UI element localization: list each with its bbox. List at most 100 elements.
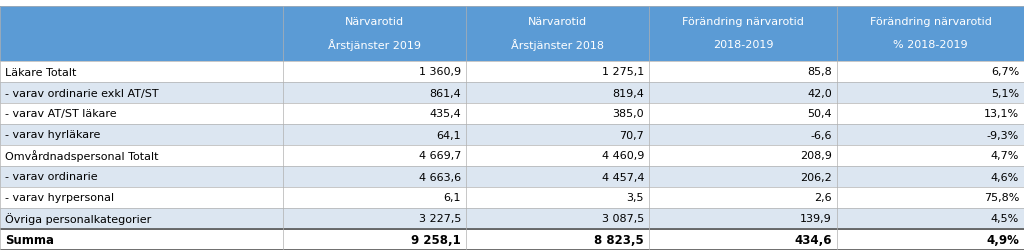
Bar	[466, 146, 649, 166]
Bar	[0, 62, 283, 83]
Bar	[837, 146, 1024, 166]
Bar	[466, 166, 649, 187]
Bar	[283, 208, 466, 229]
Text: 5,1%: 5,1%	[991, 88, 1019, 98]
Bar	[837, 104, 1024, 124]
Bar	[283, 83, 466, 103]
Text: Närvarotid: Närvarotid	[345, 17, 404, 27]
Bar	[0, 229, 283, 250]
Text: 6,1: 6,1	[443, 193, 461, 203]
Bar	[649, 229, 837, 250]
Bar	[649, 124, 837, 146]
Text: 434,6: 434,6	[795, 233, 831, 246]
Bar	[0, 146, 283, 166]
Bar	[649, 7, 837, 62]
Text: 4,5%: 4,5%	[991, 214, 1019, 224]
Bar	[837, 124, 1024, 146]
Text: 8 823,5: 8 823,5	[594, 233, 644, 246]
Bar	[283, 187, 466, 208]
Text: 4 460,9: 4 460,9	[602, 151, 644, 161]
Text: 4 663,6: 4 663,6	[419, 172, 461, 182]
Text: 3 227,5: 3 227,5	[419, 214, 461, 224]
Text: 50,4: 50,4	[807, 109, 831, 119]
Text: 385,0: 385,0	[612, 109, 644, 119]
Bar	[837, 166, 1024, 187]
Text: Årstjänster 2018: Årstjänster 2018	[511, 40, 604, 51]
Text: 3,5: 3,5	[627, 193, 644, 203]
Bar	[837, 208, 1024, 229]
Text: 208,9: 208,9	[800, 151, 831, 161]
Text: 1 360,9: 1 360,9	[419, 67, 461, 77]
Text: - varav hyrläkare: - varav hyrläkare	[5, 130, 100, 140]
Bar	[283, 104, 466, 124]
Bar	[649, 146, 837, 166]
Text: Förändring närvarotid: Förändring närvarotid	[869, 17, 991, 27]
Text: 206,2: 206,2	[800, 172, 831, 182]
Text: 6,7%: 6,7%	[991, 67, 1019, 77]
Text: -6,6: -6,6	[811, 130, 831, 140]
Text: 4,9%: 4,9%	[986, 233, 1019, 246]
Text: 139,9: 139,9	[800, 214, 831, 224]
Text: 4,6%: 4,6%	[991, 172, 1019, 182]
Bar	[649, 83, 837, 103]
Text: 3 087,5: 3 087,5	[602, 214, 644, 224]
Text: 2,6: 2,6	[814, 193, 831, 203]
Bar	[466, 83, 649, 103]
Bar	[466, 208, 649, 229]
Bar	[466, 124, 649, 146]
Text: Övriga personalkategorier: Övriga personalkategorier	[5, 213, 152, 224]
Bar	[649, 187, 837, 208]
Text: 85,8: 85,8	[807, 67, 831, 77]
Bar	[0, 187, 283, 208]
Bar	[649, 62, 837, 83]
Bar	[649, 104, 837, 124]
Text: Närvarotid: Närvarotid	[528, 17, 587, 27]
Bar	[0, 7, 283, 62]
Text: 9 258,1: 9 258,1	[412, 233, 461, 246]
Bar	[283, 7, 466, 62]
Bar	[466, 7, 649, 62]
Text: 4 669,7: 4 669,7	[419, 151, 461, 161]
Bar	[283, 166, 466, 187]
Text: - varav hyrpersonal: - varav hyrpersonal	[5, 193, 114, 203]
Bar	[837, 7, 1024, 62]
Text: Förändring närvarotid: Förändring närvarotid	[682, 17, 804, 27]
Bar	[837, 187, 1024, 208]
Text: 861,4: 861,4	[429, 88, 461, 98]
Text: 2018-2019: 2018-2019	[713, 40, 773, 50]
Text: Summa: Summa	[5, 233, 54, 246]
Text: Årstjänster 2019: Årstjänster 2019	[328, 40, 421, 51]
Text: -9,3%: -9,3%	[987, 130, 1019, 140]
Text: % 2018-2019: % 2018-2019	[893, 40, 968, 50]
Bar	[0, 83, 283, 103]
Bar	[837, 229, 1024, 250]
Bar	[649, 208, 837, 229]
Bar	[466, 187, 649, 208]
Text: 1 275,1: 1 275,1	[602, 67, 644, 77]
Text: - varav ordinarie: - varav ordinarie	[5, 172, 97, 182]
Text: 42,0: 42,0	[807, 88, 831, 98]
Bar	[283, 124, 466, 146]
Text: 435,4: 435,4	[429, 109, 461, 119]
Text: 4 457,4: 4 457,4	[601, 172, 644, 182]
Bar	[0, 208, 283, 229]
Bar	[837, 83, 1024, 103]
Bar	[466, 229, 649, 250]
Bar	[283, 229, 466, 250]
Text: Läkare Totalt: Läkare Totalt	[5, 67, 77, 77]
Bar	[283, 62, 466, 83]
Text: - varav ordinarie exkl AT/ST: - varav ordinarie exkl AT/ST	[5, 88, 159, 98]
Text: 64,1: 64,1	[436, 130, 461, 140]
Bar	[283, 146, 466, 166]
Bar	[837, 62, 1024, 83]
Bar	[649, 166, 837, 187]
Text: 4,7%: 4,7%	[990, 151, 1019, 161]
Text: 70,7: 70,7	[620, 130, 644, 140]
Bar	[0, 124, 283, 146]
Text: Omvårdnadspersonal Totalt: Omvårdnadspersonal Totalt	[5, 150, 159, 162]
Text: - varav AT/ST läkare: - varav AT/ST läkare	[5, 109, 117, 119]
Text: 819,4: 819,4	[612, 88, 644, 98]
Bar	[466, 62, 649, 83]
Bar	[466, 104, 649, 124]
Bar	[0, 166, 283, 187]
